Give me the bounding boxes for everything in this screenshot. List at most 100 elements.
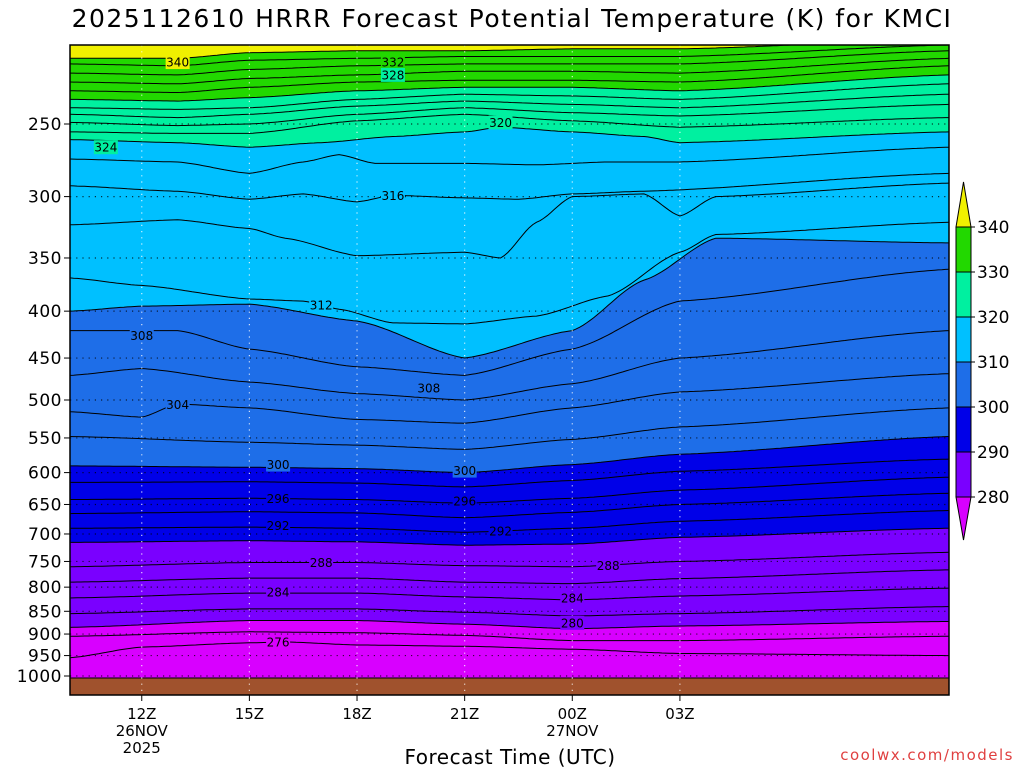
isentrope-line xyxy=(70,50,949,76)
contour-band xyxy=(70,183,949,324)
contour-band xyxy=(70,528,949,567)
x-tick-label: 26NOV xyxy=(116,722,169,740)
y-tick-label: 350 xyxy=(28,249,62,269)
contour-band xyxy=(70,510,949,546)
colorbar-segment xyxy=(955,226,972,273)
grid-lines xyxy=(70,45,949,695)
contour-band xyxy=(70,94,949,126)
isentrope-line xyxy=(70,641,949,659)
isentrope-line xyxy=(70,330,949,401)
colorbar-segment xyxy=(955,451,972,498)
isentrope-line xyxy=(70,620,949,630)
contour-label: 284 xyxy=(267,586,290,600)
chart-title: 2025112610 HRRR Forecast Potential Tempe… xyxy=(71,4,953,33)
contour-label: 308 xyxy=(417,381,440,395)
contour-label: 288 xyxy=(597,559,620,573)
contour-band xyxy=(70,238,949,376)
contour-band xyxy=(70,606,949,629)
contour-label-box xyxy=(266,518,291,533)
contour-label-box xyxy=(380,55,405,70)
isentrope-line xyxy=(70,492,949,519)
y-tick-label: 850 xyxy=(28,602,62,622)
contour-band xyxy=(70,65,949,102)
isentrope-line xyxy=(70,57,949,85)
contour-label: 328 xyxy=(381,68,404,82)
contour-label-box xyxy=(416,380,441,395)
contour-label-box xyxy=(452,493,477,508)
isentrope-line xyxy=(70,407,949,450)
contour-label-box xyxy=(266,634,291,649)
contour-label-box xyxy=(165,397,190,412)
contour-label: 316 xyxy=(381,189,404,203)
contour-band xyxy=(70,173,949,258)
x-axis-title: Forecast Time (UTC) xyxy=(404,745,616,769)
contour-label-box xyxy=(380,67,405,82)
x-tick-label: 21Z xyxy=(450,705,479,723)
colorbar-segment xyxy=(955,361,972,408)
ground-surface xyxy=(70,677,949,695)
isentrope-line xyxy=(70,221,949,325)
credit-link[interactable]: coolwx.com/models xyxy=(840,746,1014,764)
colorbar: 340 330 320 310 300 290 280 xyxy=(955,181,1009,541)
contour-label: 320 xyxy=(489,116,512,130)
isentrope-line xyxy=(70,45,802,59)
colorbar-label: 290 xyxy=(977,443,1009,463)
isentrope-line xyxy=(70,458,949,488)
x-tick-label: 18Z xyxy=(342,705,371,723)
contour-label-box xyxy=(488,524,513,539)
isentrope-line xyxy=(70,182,949,259)
contour-label: 308 xyxy=(130,329,153,343)
contour-label: 312 xyxy=(310,299,333,313)
contour-label-box xyxy=(560,615,585,630)
y-tick-label: 600 xyxy=(28,464,62,484)
contour-label: 332 xyxy=(381,56,404,70)
contour-label-box xyxy=(266,585,291,600)
isentrope-line xyxy=(70,83,949,110)
contour-label-box xyxy=(309,298,334,313)
contour-label-box xyxy=(596,558,621,573)
y-tick-label: 700 xyxy=(28,525,62,545)
isentrope-line xyxy=(70,74,949,102)
contour-band xyxy=(70,114,949,148)
contour-band xyxy=(70,74,949,110)
x-tick-label: 12Z xyxy=(127,705,156,723)
contour-label-box xyxy=(309,555,334,570)
isentrope-line xyxy=(70,569,949,585)
y-tick-label: 300 xyxy=(28,188,62,208)
colorbar-segment xyxy=(955,496,972,541)
contour-label-box xyxy=(266,491,291,506)
y-tick-label: 800 xyxy=(28,578,62,598)
colorbar-label: 300 xyxy=(977,398,1009,418)
contour-band xyxy=(70,147,949,202)
colorbar-label: 280 xyxy=(977,488,1009,508)
isentrope-line xyxy=(70,373,949,424)
colorbar-label: 320 xyxy=(977,308,1009,328)
contour-band xyxy=(70,269,949,400)
contour-label: 304 xyxy=(166,398,189,412)
contour-label: 300 xyxy=(267,458,290,472)
x-tick-label: 15Z xyxy=(235,705,264,723)
plot-frame xyxy=(69,44,950,696)
filled-contours xyxy=(70,45,949,695)
contour-band xyxy=(70,330,949,424)
isentrope-line xyxy=(70,237,949,359)
x-tick-label: 03Z xyxy=(665,705,694,723)
colorbar-segment xyxy=(955,271,972,318)
y-tick-label: 500 xyxy=(28,391,62,411)
contour-label-box xyxy=(165,55,190,70)
contour-band xyxy=(70,127,949,174)
contour-label: 280 xyxy=(561,616,584,630)
contour-label: 300 xyxy=(453,464,476,478)
y-tick-label: 750 xyxy=(28,552,62,572)
y-tick-label: 400 xyxy=(28,302,62,322)
isentrope-line xyxy=(70,551,949,568)
y-tick-label: 900 xyxy=(28,625,62,645)
contour-label-box xyxy=(560,590,585,605)
contour-label: 292 xyxy=(267,519,290,533)
y-tick-label: 250 xyxy=(28,115,62,135)
contour-label-box xyxy=(380,188,405,203)
y-tick-label: 950 xyxy=(28,647,62,667)
isentrope-line xyxy=(70,268,949,376)
surface-fill xyxy=(70,677,949,695)
